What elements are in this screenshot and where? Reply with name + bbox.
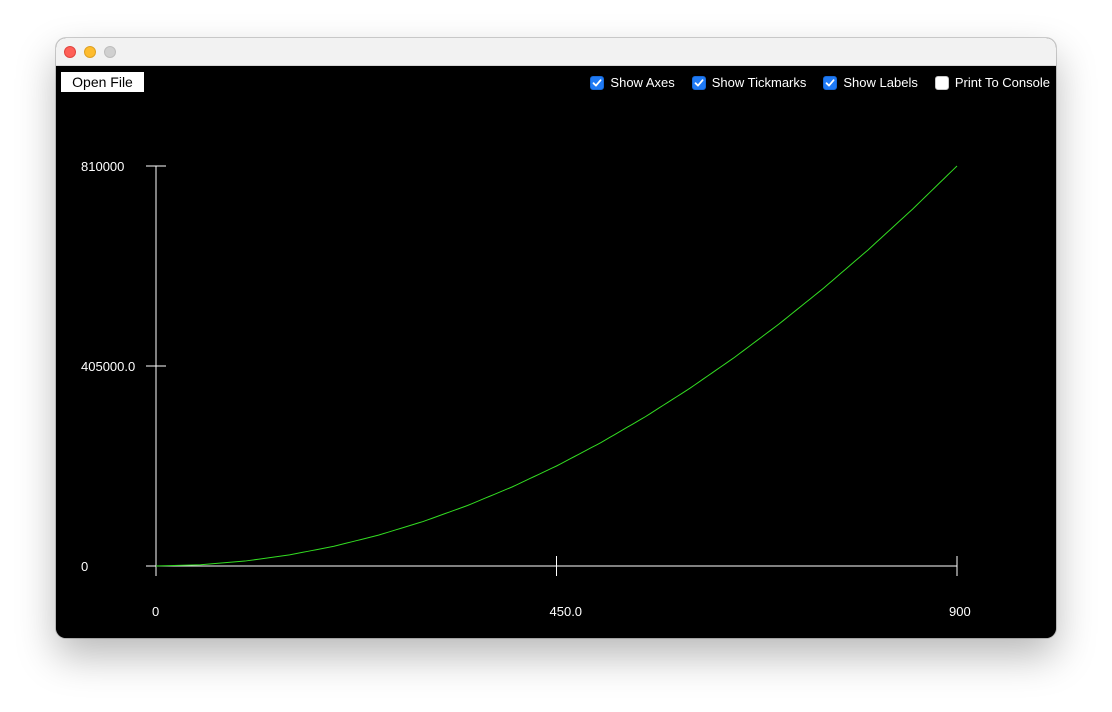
show-tickmarks-checkbox[interactable]	[691, 75, 706, 90]
y-tick-label: 810000	[81, 159, 124, 174]
title-bar	[56, 38, 1056, 66]
print-to-console-label: Print To Console	[954, 75, 1050, 90]
minimize-window-button[interactable]	[84, 46, 96, 58]
print-to-console-checkbox[interactable]	[934, 75, 949, 90]
x-tick-label: 450.0	[550, 604, 583, 619]
data-series-line	[155, 165, 958, 567]
display-options: Show Axes Show Tickmarks Show Labels Pri…	[573, 75, 1050, 90]
option-show-tickmarks[interactable]: Show Tickmarks	[691, 75, 807, 90]
show-axes-checkbox[interactable]	[590, 75, 605, 90]
show-tickmarks-label: Show Tickmarks	[711, 75, 807, 90]
option-print-to-console[interactable]: Print To Console	[934, 75, 1050, 90]
plot-panel: 0 450.0 900 0 405000.0 810000 Open File Show …	[56, 66, 1056, 638]
option-show-axes[interactable]: Show Axes	[590, 75, 675, 90]
maximize-window-button[interactable]	[104, 46, 116, 58]
show-axes-label: Show Axes	[610, 75, 675, 90]
option-show-labels[interactable]: Show Labels	[823, 75, 918, 90]
y-tick-label: 405000.0	[81, 359, 135, 374]
plot-canvas: 0 450.0 900 0 405000.0 810000	[81, 159, 971, 619]
show-labels-checkbox[interactable]	[823, 75, 838, 90]
open-file-button[interactable]: Open File	[61, 72, 144, 92]
close-window-button[interactable]	[64, 46, 76, 58]
app-window: 0 450.0 900 0 405000.0 810000 Open File Show …	[56, 38, 1056, 638]
x-tick-label: 900	[949, 604, 971, 619]
show-labels-label: Show Labels	[843, 75, 918, 90]
x-tick-label: 0	[152, 604, 159, 619]
y-tick-label: 0	[81, 559, 88, 574]
